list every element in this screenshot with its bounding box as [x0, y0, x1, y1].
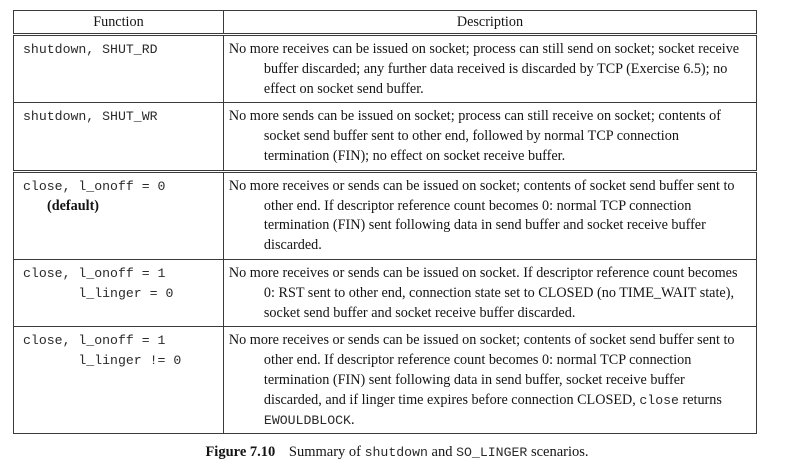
- table-row: shutdown, SHUT_WR No more sends can be i…: [13, 102, 758, 173]
- description-text: No more receives can be issued on socket…: [228, 41, 740, 97]
- ewouldblock-code: EWOULDBLOCK: [263, 412, 351, 428]
- caption-text: and: [431, 444, 453, 460]
- table-row: shutdown, SHUT_RD No more receives can b…: [13, 33, 758, 104]
- table-row: close, l_onoff = 1 l_linger = 0 No more …: [13, 258, 758, 328]
- description-text: No more receives or sends can be issued …: [229, 331, 746, 430]
- summary-table: Function Description shutdown, SHUT_RD N…: [13, 10, 758, 435]
- function-cell: close, l_onoff = 1 l_linger != 0: [13, 326, 224, 435]
- default-note: (default): [47, 197, 100, 214]
- function-code-linger: l_linger != 0: [23, 353, 182, 369]
- description-cell: No more receives or sends can be issued …: [222, 326, 758, 435]
- figure-label: Figure 7.10: [205, 444, 276, 460]
- caption-code-shutdown: shutdown: [364, 445, 428, 460]
- caption-text: Summary of: [288, 444, 361, 460]
- table-header-row: Function Description: [13, 10, 758, 36]
- function-cell: close, l_onoff = 1 l_linger = 0: [13, 258, 224, 328]
- function-code: shutdown, SHUT_WR: [23, 109, 158, 125]
- table-row: close, l_onoff = 1 l_linger != 0 No more…: [13, 326, 758, 435]
- caption-code-so-linger: SO_LINGER: [456, 445, 528, 460]
- function-code: close, l_onoff = 0: [23, 178, 166, 194]
- description-text: No more receives or sends can be issued …: [228, 264, 738, 321]
- function-code: close, l_onoff = 1: [23, 333, 166, 349]
- function-cell: close, l_onoff = 0 (default): [13, 170, 224, 260]
- description-cell: No more receives can be issued on socket…: [222, 33, 758, 104]
- description-text: No more sends can be issued on socket; p…: [228, 108, 721, 164]
- function-code-linger: l_linger = 0: [23, 285, 174, 301]
- description-text-part: .: [350, 411, 355, 428]
- description-text: No more receives or sends can be issued …: [228, 177, 735, 254]
- description-cell: No more receives or sends can be issued …: [222, 170, 758, 260]
- function-cell: shutdown, SHUT_WR: [13, 102, 224, 173]
- figure-caption: Figure 7.10 Summary of shutdown and SO_L…: [0, 444, 794, 461]
- description-text-part: returns: [678, 391, 722, 408]
- table-row: close, l_onoff = 0 (default) No more rec…: [13, 170, 758, 260]
- close-code: close: [639, 392, 679, 408]
- description-text-part: No more receives or sends can be issued …: [228, 332, 735, 408]
- function-code: close, l_onoff = 1: [23, 265, 166, 281]
- function-cell: shutdown, SHUT_RD: [13, 33, 224, 104]
- description-cell: No more sends can be issued on socket; p…: [222, 102, 758, 173]
- caption-text: scenarios.: [530, 444, 589, 460]
- header-description: Description: [222, 10, 758, 36]
- description-cell: No more receives or sends can be issued …: [222, 258, 758, 328]
- header-function: Function: [13, 10, 224, 36]
- function-code: shutdown, SHUT_RD: [23, 42, 158, 57]
